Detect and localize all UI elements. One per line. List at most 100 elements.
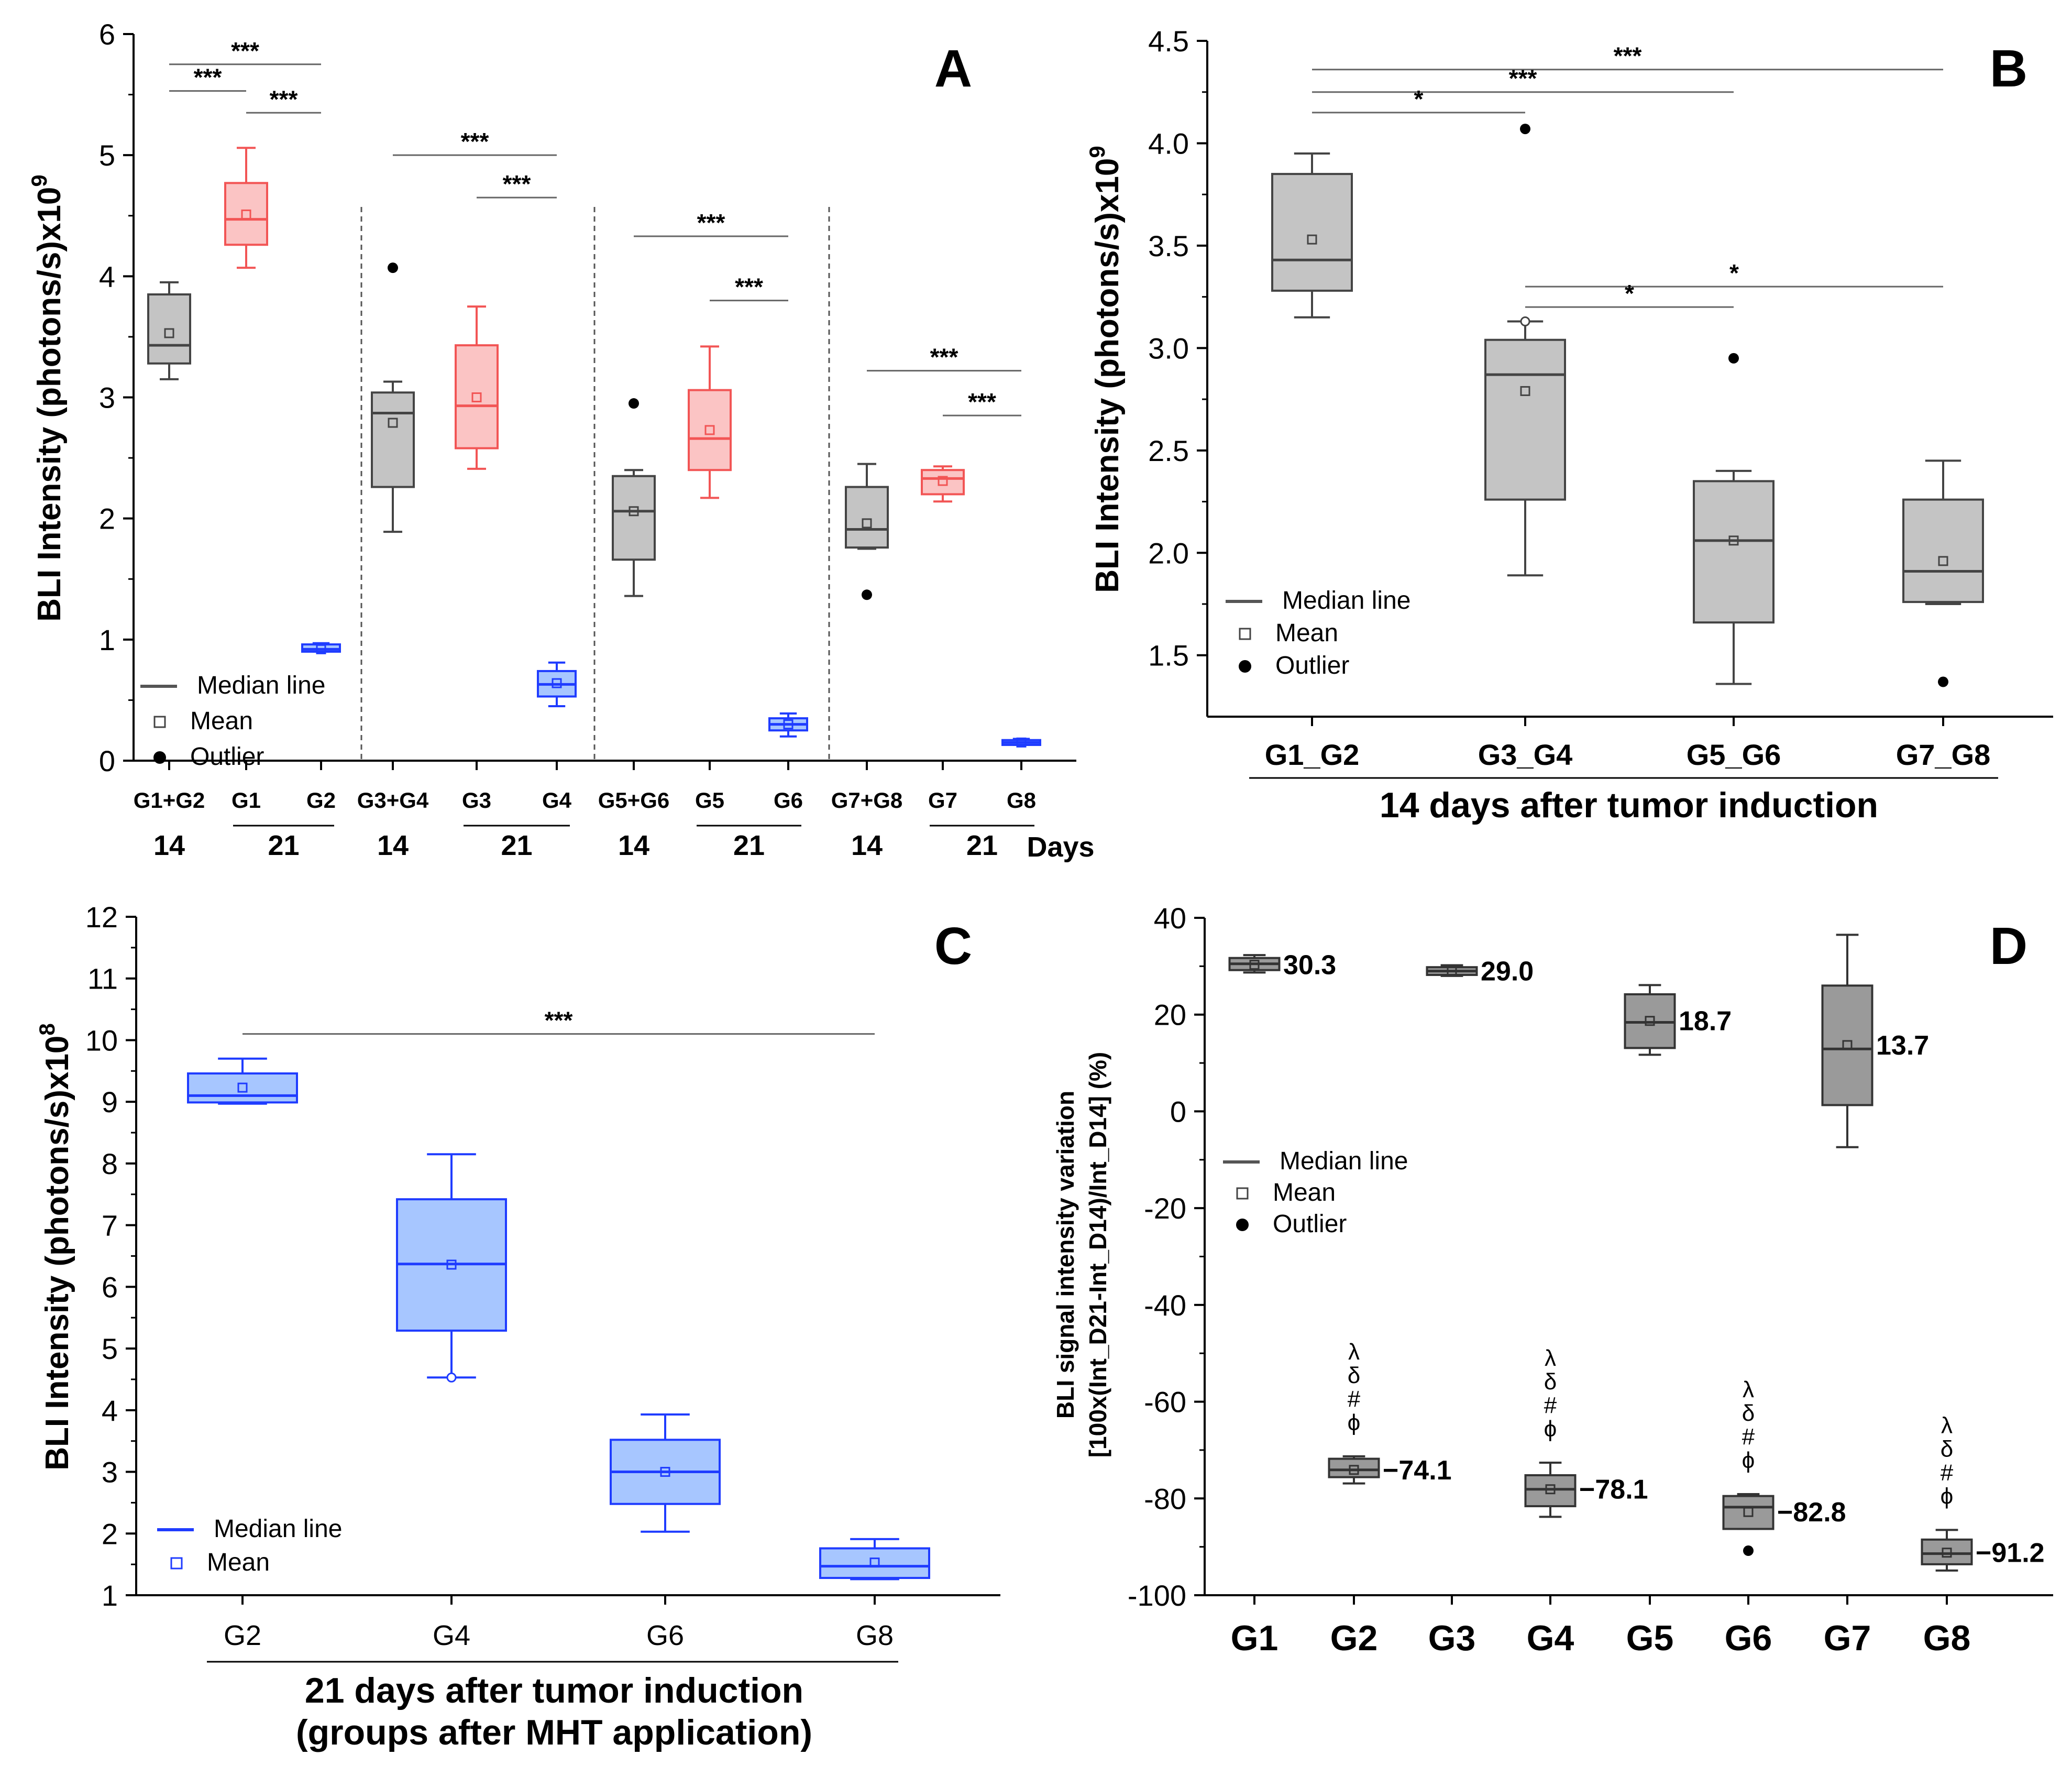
- panelA-day-label-2: 14: [377, 830, 409, 861]
- panelA-sig-2-text: ***: [270, 85, 298, 113]
- legend-median-text: Median line: [197, 672, 325, 699]
- panelA-box-9-box: [845, 486, 889, 549]
- panelA-x-label-8: G6: [774, 788, 803, 813]
- panelB-box-1-outlier-0: [1520, 124, 1530, 135]
- panelD-y-tick-label: 20: [1154, 999, 1186, 1032]
- panelA-x-label-11: G8: [1007, 788, 1036, 813]
- panelA-x-label-2: G2: [306, 788, 336, 813]
- panelD-box-5-box: [1722, 1495, 1775, 1530]
- panelB-sig-4-text: *: [1625, 280, 1634, 307]
- panelD-box-4-mean: [1645, 1016, 1655, 1026]
- panelA-sig-5-text: ***: [697, 209, 725, 236]
- panelD-value-label-6: 13.7: [1876, 1030, 1929, 1061]
- panelD-x-label-0: G1: [1231, 1618, 1279, 1658]
- panelC-y-tick-label: 1: [102, 1579, 118, 1612]
- panelA-box-10-box: [921, 469, 965, 496]
- panelD-marker-7-2: #: [1941, 1460, 1954, 1485]
- panelD-y-tick-label: -80: [1144, 1482, 1186, 1515]
- panelA-y-tick-label: 1: [99, 623, 115, 656]
- panelD-box-7-box: [1921, 1538, 1973, 1565]
- panelD-x-label-3: G4: [1527, 1618, 1574, 1658]
- panelA-box-3-outlier-0: [388, 262, 398, 273]
- panelB-box-0-box: [1271, 173, 1353, 292]
- panelA-x-label-1: G1: [232, 788, 261, 813]
- legend-mean-marker: [1239, 628, 1251, 640]
- panelD-marker-1-3: ϕ: [1348, 1410, 1361, 1435]
- panelA-y-label: BLI Intensity (photons/s)x109: [27, 174, 68, 622]
- panelA-x-label-7: G5: [695, 788, 724, 813]
- panelB-sig-0-text: ***: [1614, 42, 1642, 70]
- panelB-y-tick-label: 1.5: [1148, 639, 1189, 672]
- panelA-sig-8-text: ***: [968, 388, 996, 415]
- panelD-y-label: BLI signal intensity variation: [1052, 1091, 1079, 1419]
- legend-mean-text: Mean: [1273, 1179, 1336, 1206]
- panelA-box-1-box: [224, 182, 268, 246]
- panelD-marker-5-1: δ: [1742, 1400, 1755, 1426]
- panelD-marker-5-0: λ: [1743, 1377, 1754, 1402]
- panelA-y-label-base: BLI Intensity (photons/s)x10: [31, 187, 68, 622]
- panelA-y-tick-label: 2: [99, 502, 115, 535]
- legend-median-text: Median line: [214, 1515, 342, 1543]
- panelC-box-0-box: [187, 1072, 298, 1104]
- panelA-x-label-4: G3: [462, 788, 491, 813]
- panelD-marker-3-0: λ: [1545, 1345, 1556, 1371]
- panelC-box-3-box: [819, 1547, 930, 1579]
- panelA-y-tick-label: 4: [99, 260, 115, 293]
- panelD-y-label-2: [100x(Int_D21-Int_D14)/Int_D14] (%): [1084, 1052, 1111, 1458]
- panelA-box-0-mean: [164, 328, 174, 338]
- panelB-x-title: 14 days after tumor induction: [1380, 785, 1878, 825]
- panelA-box-4-box: [455, 344, 499, 449]
- panelD-x-label-2: G3: [1428, 1618, 1476, 1658]
- panelD-marker-5-3: ϕ: [1742, 1447, 1755, 1473]
- panelD-x-label-5: G6: [1725, 1618, 1772, 1658]
- legend-median-text: Median line: [1282, 587, 1410, 615]
- panelB-x-label-1: G3_G4: [1478, 738, 1573, 771]
- panelD-value-label-7: −91.2: [1976, 1538, 2045, 1568]
- panelD-y-tick-label: -40: [1144, 1289, 1186, 1322]
- panelD-y-tick-label: 0: [1170, 1095, 1186, 1128]
- legend-outlier-text: Outlier: [1273, 1210, 1347, 1238]
- panelA-box-7-box: [688, 389, 732, 471]
- panelA-box-6-mean: [629, 506, 639, 517]
- panelA-sig-0-text: ***: [231, 37, 259, 64]
- panelD-value-label-2: 29.0: [1481, 957, 1534, 987]
- panelD-box-6-box: [1821, 984, 1873, 1106]
- panelC-x-label-3: G8: [856, 1620, 894, 1651]
- panelC-letter: C: [934, 917, 972, 975]
- panelA-box-9-outlier-0: [862, 589, 872, 600]
- legend-mean-marker: [1236, 1187, 1249, 1200]
- panelC-box-1-mean: [446, 1259, 457, 1270]
- panelB-letter: B: [1990, 39, 2027, 98]
- panelA-box-3-box: [371, 391, 415, 488]
- panelA-sig-3-text: ***: [461, 128, 489, 155]
- panelD-letter: D: [1990, 917, 2027, 975]
- panelA-x-label-3: G3+G4: [357, 788, 429, 813]
- panelA-day-label-3: 21: [501, 830, 532, 861]
- panelB-max-marker: [1520, 316, 1530, 327]
- panelB-box-3-outlier-0: [1938, 676, 1948, 687]
- panelD-marker-5-2: #: [1742, 1424, 1755, 1450]
- panelD-box-7-mean: [1942, 1548, 1952, 1558]
- panelB-y-label-base: BLI Intensity (photons/s)x10: [1089, 158, 1126, 593]
- panelA-day-label-1: 21: [268, 830, 299, 861]
- legend-mean-text: Mean: [190, 707, 253, 735]
- legend-outlier-text: Outlier: [190, 743, 264, 771]
- panelD-box-1-box: [1328, 1457, 1380, 1478]
- panelD-value-label-1: −74.1: [1383, 1455, 1452, 1486]
- panelA-x-label-6: G5+G6: [598, 788, 670, 813]
- panelD-y-tick-label: -100: [1128, 1579, 1186, 1612]
- panelA-day-label-0: 14: [153, 830, 185, 861]
- panelD-box-3-box: [1524, 1474, 1577, 1508]
- panelC-y-tick-label: 11: [87, 962, 118, 995]
- panelA-y-tick-label: 3: [99, 381, 115, 414]
- legend-mean-marker: [170, 1557, 183, 1570]
- panelC-x-title-2: (groups after MHT application): [296, 1713, 812, 1752]
- panelD-x-label-4: G5: [1626, 1618, 1674, 1658]
- panelC-box-2-mean: [660, 1467, 670, 1477]
- panelA-day-label-6: 14: [851, 830, 883, 861]
- panelB-box-3-mean: [1938, 556, 1948, 566]
- panelD-y-tick-label: 40: [1154, 902, 1186, 935]
- panelC-box-0-mean: [237, 1082, 248, 1093]
- panelB-box-2-mean: [1728, 535, 1739, 546]
